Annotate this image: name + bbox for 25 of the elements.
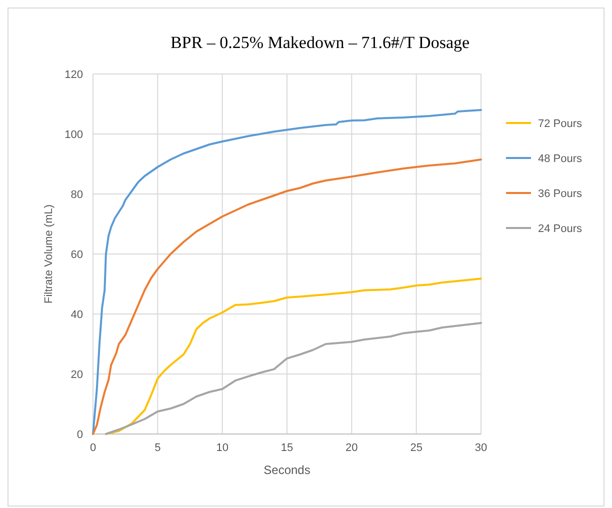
y-axis-title: Filtrate Volume (mL) [43,204,55,304]
x-tick-label: 5 [154,442,161,454]
y-tick-label: 20 [70,369,83,381]
y-tick-label: 120 [64,69,83,81]
y-tick-label: 100 [64,129,83,141]
y-tick-label: 40 [70,309,83,321]
line-series [92,109,482,435]
x-tick-label: 25 [410,442,422,454]
y-tick-label: 0 [76,429,83,441]
x-axis-title: Seconds [264,463,310,477]
legend-label: 72 Pours [538,118,583,130]
x-tick-label: 10 [216,442,228,454]
y-tick-label: 80 [70,189,83,201]
x-tick-label: 30 [474,442,488,454]
x-tick-label: 20 [346,442,358,454]
x-tick-label: 0 [90,442,96,454]
chart-title: BPR – 0.25% Makedown – 71.6#/T Dosage [170,33,470,52]
line-series [92,158,482,435]
legend-label: 24 Pours [538,223,583,235]
legend-label: 48 Pours [538,153,583,165]
line-series [104,322,482,435]
legend-label: 36 Pours [538,188,583,200]
y-tick-label: 60 [70,249,83,261]
x-tick-label: 15 [280,442,294,454]
line-series [104,278,482,435]
